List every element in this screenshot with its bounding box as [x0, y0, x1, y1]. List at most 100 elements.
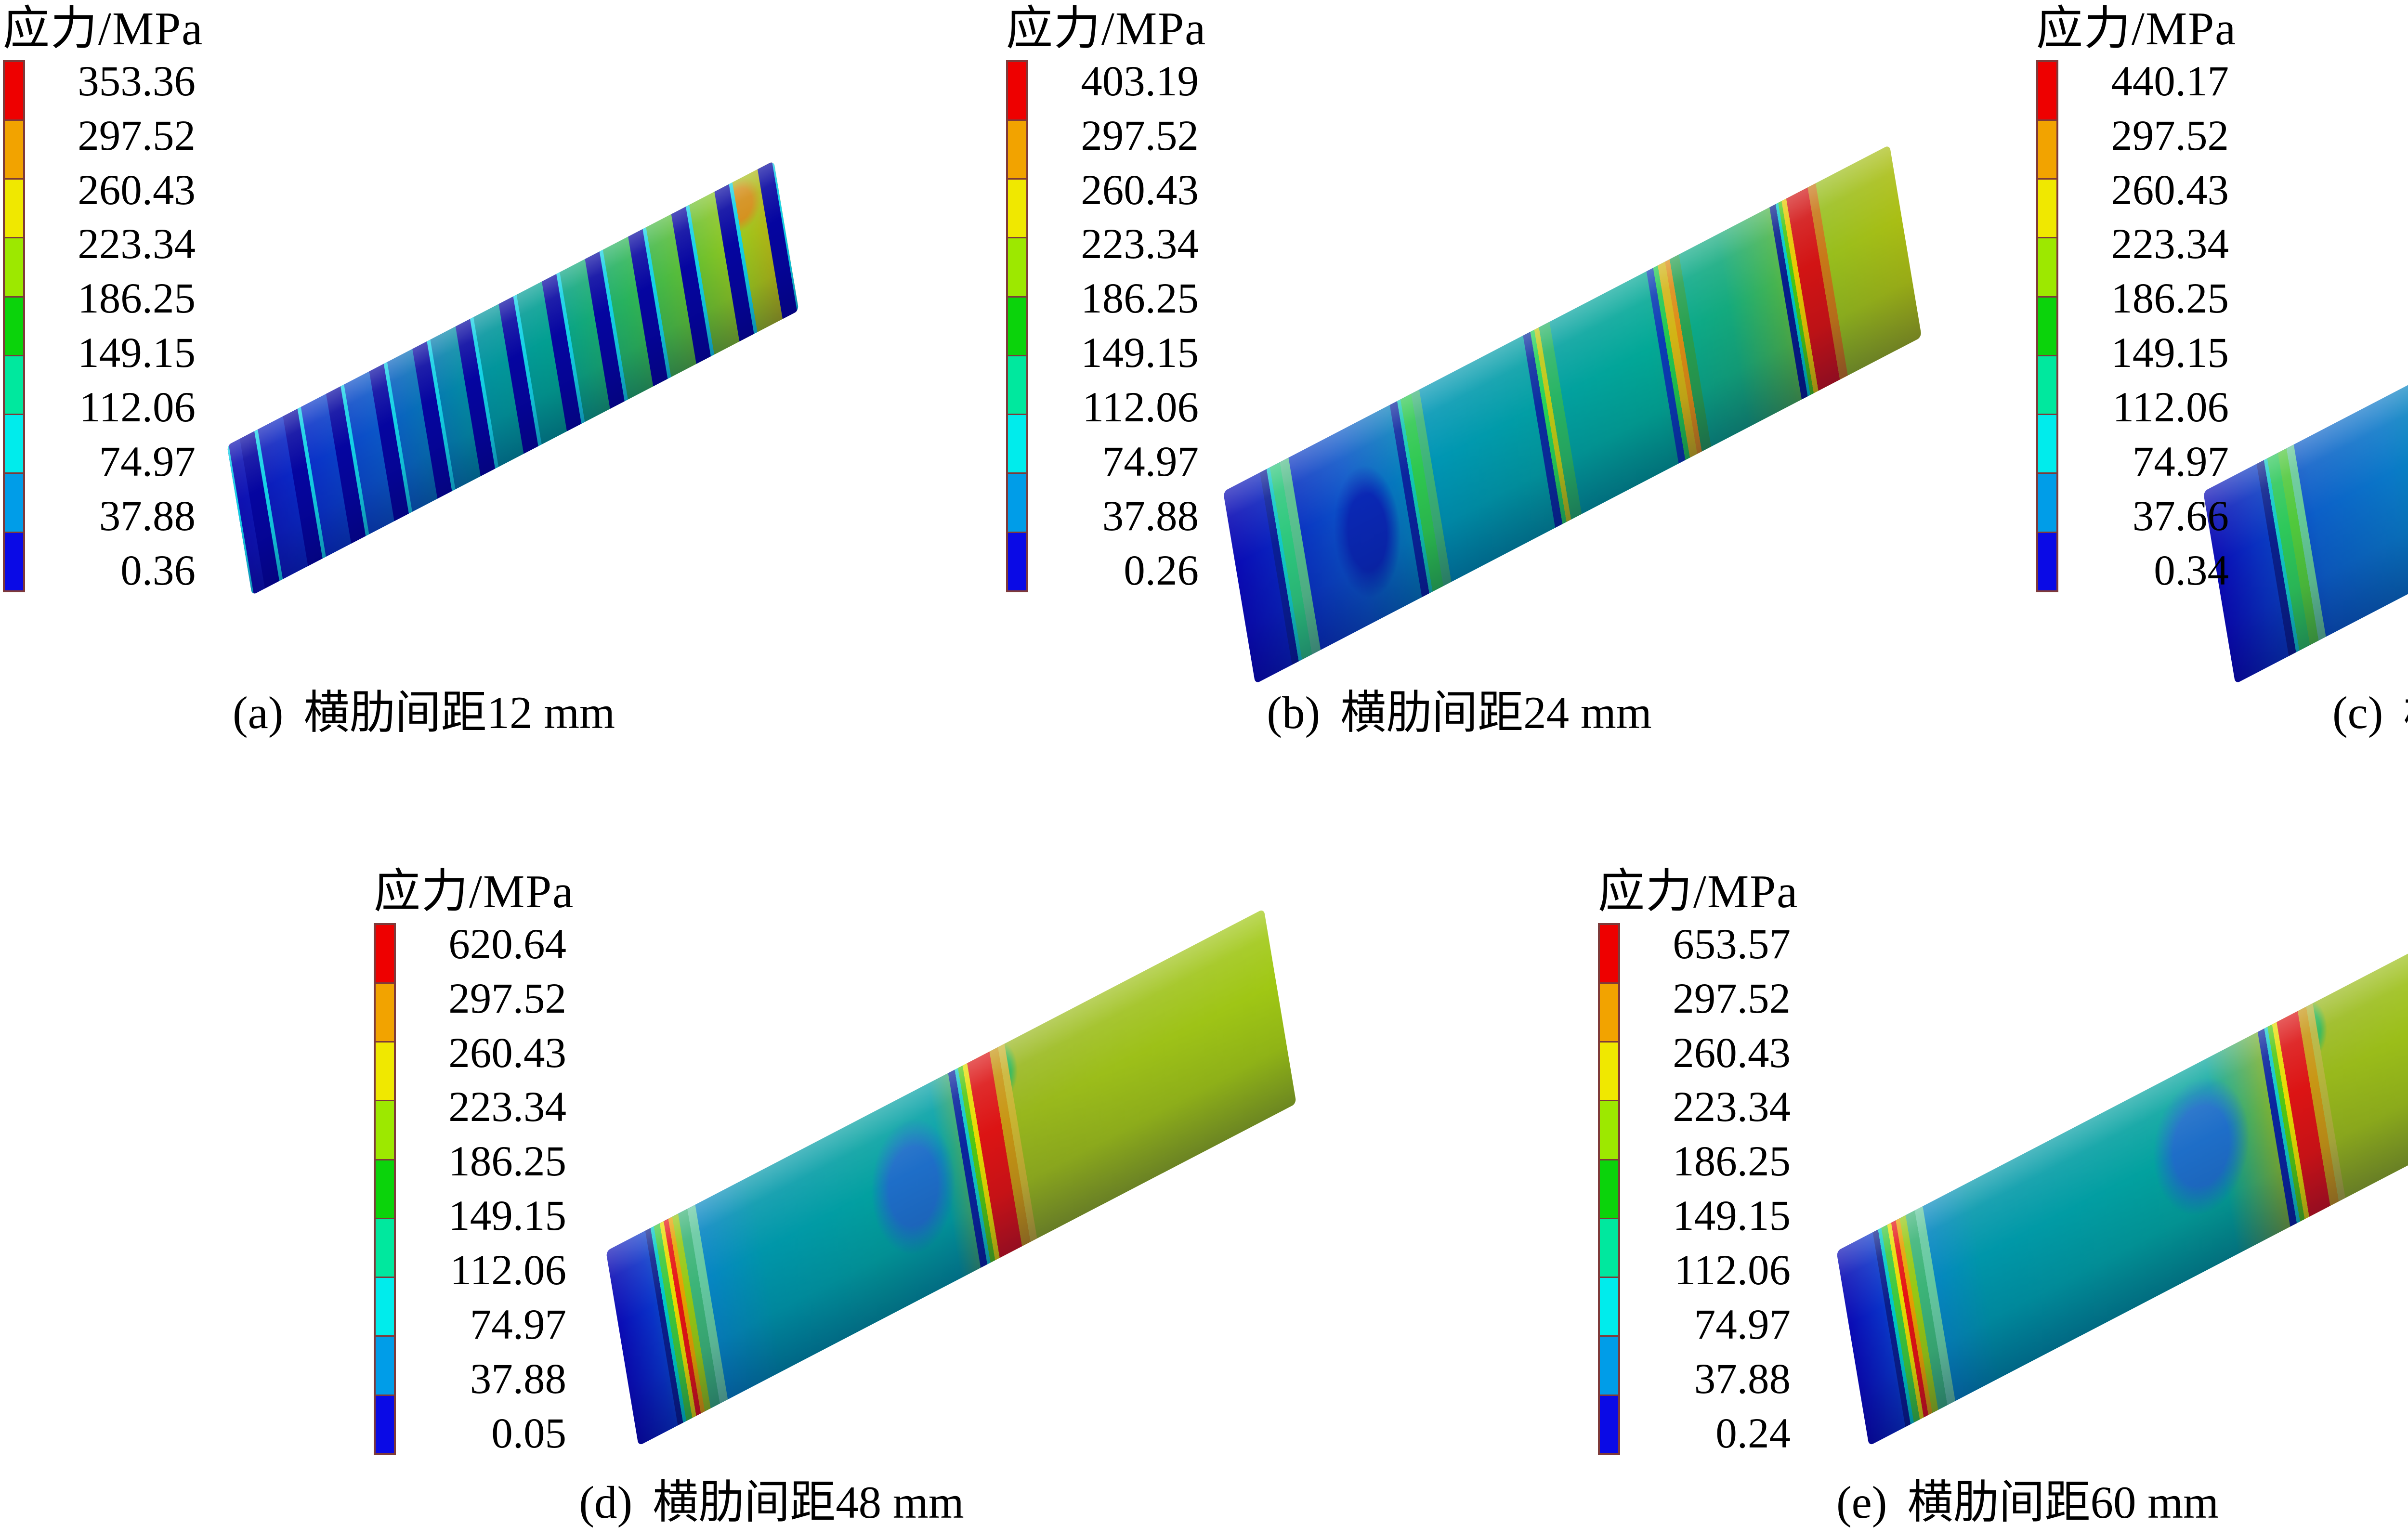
panel-caption: (c) 横肋间距36 mm — [2332, 688, 2408, 738]
caption-index: (a) — [233, 687, 284, 738]
legend-value: 297.52 — [1081, 112, 1199, 159]
stress-legend: 应力/MPa 620.64 297.52 260.43 223.34 186.25 149… — [374, 866, 575, 1455]
legend-value: 186.25 — [2111, 275, 2229, 323]
legend-body: 403.19 297.52 260.43 223.34 186.25 149.15 112.… — [1006, 60, 1206, 592]
legend-band — [5, 354, 23, 414]
legend-value: 653.57 — [1673, 920, 1791, 968]
legend-value: 620.64 — [448, 920, 566, 968]
legend-value: 223.34 — [1081, 221, 1199, 268]
caption-text: 横肋间距60 mm — [1907, 1477, 2219, 1528]
legend-value: 0.34 — [2154, 547, 2229, 594]
legend-value: 37.88 — [99, 492, 196, 540]
legend-band — [2038, 354, 2056, 414]
legend-band — [1008, 62, 1026, 119]
legend-value: 149.15 — [1673, 1192, 1791, 1240]
legend-value: 186.25 — [78, 275, 196, 323]
legend-value: 260.43 — [1081, 166, 1199, 214]
legend-title: 应力/MPa — [374, 866, 575, 917]
legend-colorbar — [1598, 923, 1620, 1455]
legend-band — [2038, 178, 2056, 237]
legend-values: 403.19 297.52 260.43 223.34 186.25 149.15 112.… — [1035, 60, 1199, 592]
legend-value: 260.43 — [1673, 1029, 1791, 1077]
legend-band — [2038, 531, 2056, 590]
legend-band — [1600, 1335, 1618, 1395]
legend-colorbar — [374, 923, 396, 1455]
legend-value: 112.06 — [1674, 1247, 1791, 1294]
legend-title: 应力/MPa — [2036, 3, 2237, 54]
legend-band — [1600, 1277, 1618, 1336]
legend-band — [1600, 1394, 1618, 1453]
legend-band — [1008, 414, 1026, 473]
legend-value: 223.34 — [2111, 221, 2229, 268]
legend-value: 186.25 — [1081, 275, 1199, 323]
stress-contour-cylinder — [606, 909, 1296, 1446]
legend-value: 74.97 — [470, 1301, 566, 1348]
legend-band — [376, 1394, 394, 1453]
legend-title: 应力/MPa — [1006, 3, 1207, 54]
legend-band — [1600, 1041, 1618, 1100]
legend-band — [1008, 472, 1026, 532]
caption-text: 横肋间距48 mm — [653, 1477, 964, 1528]
legend-value: 37.88 — [470, 1355, 566, 1403]
legend-band — [1008, 237, 1026, 296]
legend-band — [1600, 1217, 1618, 1277]
legend-band — [5, 472, 23, 532]
legend-value: 37.88 — [1694, 1355, 1791, 1403]
legend-value: 353.36 — [78, 57, 196, 105]
legend-values: 620.64 297.52 260.43 223.34 186.25 149.15 112.… — [403, 923, 566, 1455]
legend-band — [376, 1277, 394, 1336]
legend-colorbar — [3, 60, 25, 592]
legend-colorbar — [2036, 60, 2058, 592]
legend-band — [5, 531, 23, 590]
legend-values: 440.17 297.52 260.43 223.34 186.25 149.15 112.… — [2065, 60, 2229, 592]
legend-colorbar — [1006, 60, 1028, 592]
legend-value: 0.05 — [491, 1409, 566, 1457]
legend-band — [5, 296, 23, 355]
panel-caption: (b) 横肋间距24 mm — [1267, 688, 1651, 738]
legend-value: 186.25 — [448, 1138, 566, 1186]
legend-band — [5, 237, 23, 296]
legend-band — [2038, 414, 2056, 473]
legend-band — [2038, 296, 2056, 355]
legend-band — [1008, 531, 1026, 590]
stress-contour-cylinder — [1223, 144, 1922, 684]
legend-body: 620.64 297.52 260.43 223.34 186.25 149.15 112.… — [374, 923, 574, 1455]
legend-value: 223.34 — [78, 221, 196, 268]
panel-caption: (a) 横肋间距12 mm — [233, 688, 615, 738]
legend-value: 297.52 — [78, 112, 196, 159]
legend-value: 297.52 — [1673, 975, 1791, 1022]
legend-band — [1008, 296, 1026, 355]
caption-index: (b) — [1267, 687, 1321, 738]
legend-value: 403.19 — [1081, 57, 1199, 105]
legend-value: 37.88 — [1102, 492, 1199, 540]
legend-band — [1600, 1100, 1618, 1159]
legend-band — [1600, 925, 1618, 982]
stress-contour-cylinder — [227, 160, 799, 596]
legend-value: 149.15 — [1081, 329, 1199, 377]
legend-value: 297.52 — [448, 975, 566, 1022]
legend-body: 653.57 297.52 260.43 223.34 186.25 149.15 112.… — [1598, 923, 1798, 1455]
legend-band — [2038, 119, 2056, 179]
legend-band — [5, 178, 23, 237]
stress-legend: 应力/MPa 440.17 297.52 260.43 223.34 186.25 149… — [2036, 3, 2237, 592]
legend-band — [376, 1100, 394, 1159]
legend-value: 112.06 — [1082, 384, 1199, 431]
legend-value: 74.97 — [1694, 1301, 1791, 1348]
cylinder-shading — [1836, 909, 2408, 1446]
legend-value: 297.52 — [2111, 112, 2229, 159]
legend-body: 353.36 297.52 260.43 223.34 186.25 149.15 112.… — [3, 60, 203, 592]
caption-index: (e) — [1836, 1477, 1887, 1528]
caption-text: 横肋间距24 mm — [1340, 687, 1652, 738]
panel-caption: (d) 横肋间距48 mm — [579, 1477, 964, 1528]
caption-text: 横肋间距12 mm — [303, 687, 615, 738]
legend-value: 186.25 — [1673, 1138, 1791, 1186]
legend-body: 440.17 297.52 260.43 223.34 186.25 149.15 112.… — [2036, 60, 2237, 592]
legend-band — [376, 925, 394, 982]
legend-band — [1008, 119, 1026, 179]
legend-value: 37.66 — [2132, 492, 2229, 540]
legend-value: 112.06 — [2112, 384, 2229, 431]
legend-value: 112.06 — [79, 384, 196, 431]
legend-value: 260.43 — [448, 1029, 566, 1077]
legend-value: 223.34 — [448, 1083, 566, 1131]
